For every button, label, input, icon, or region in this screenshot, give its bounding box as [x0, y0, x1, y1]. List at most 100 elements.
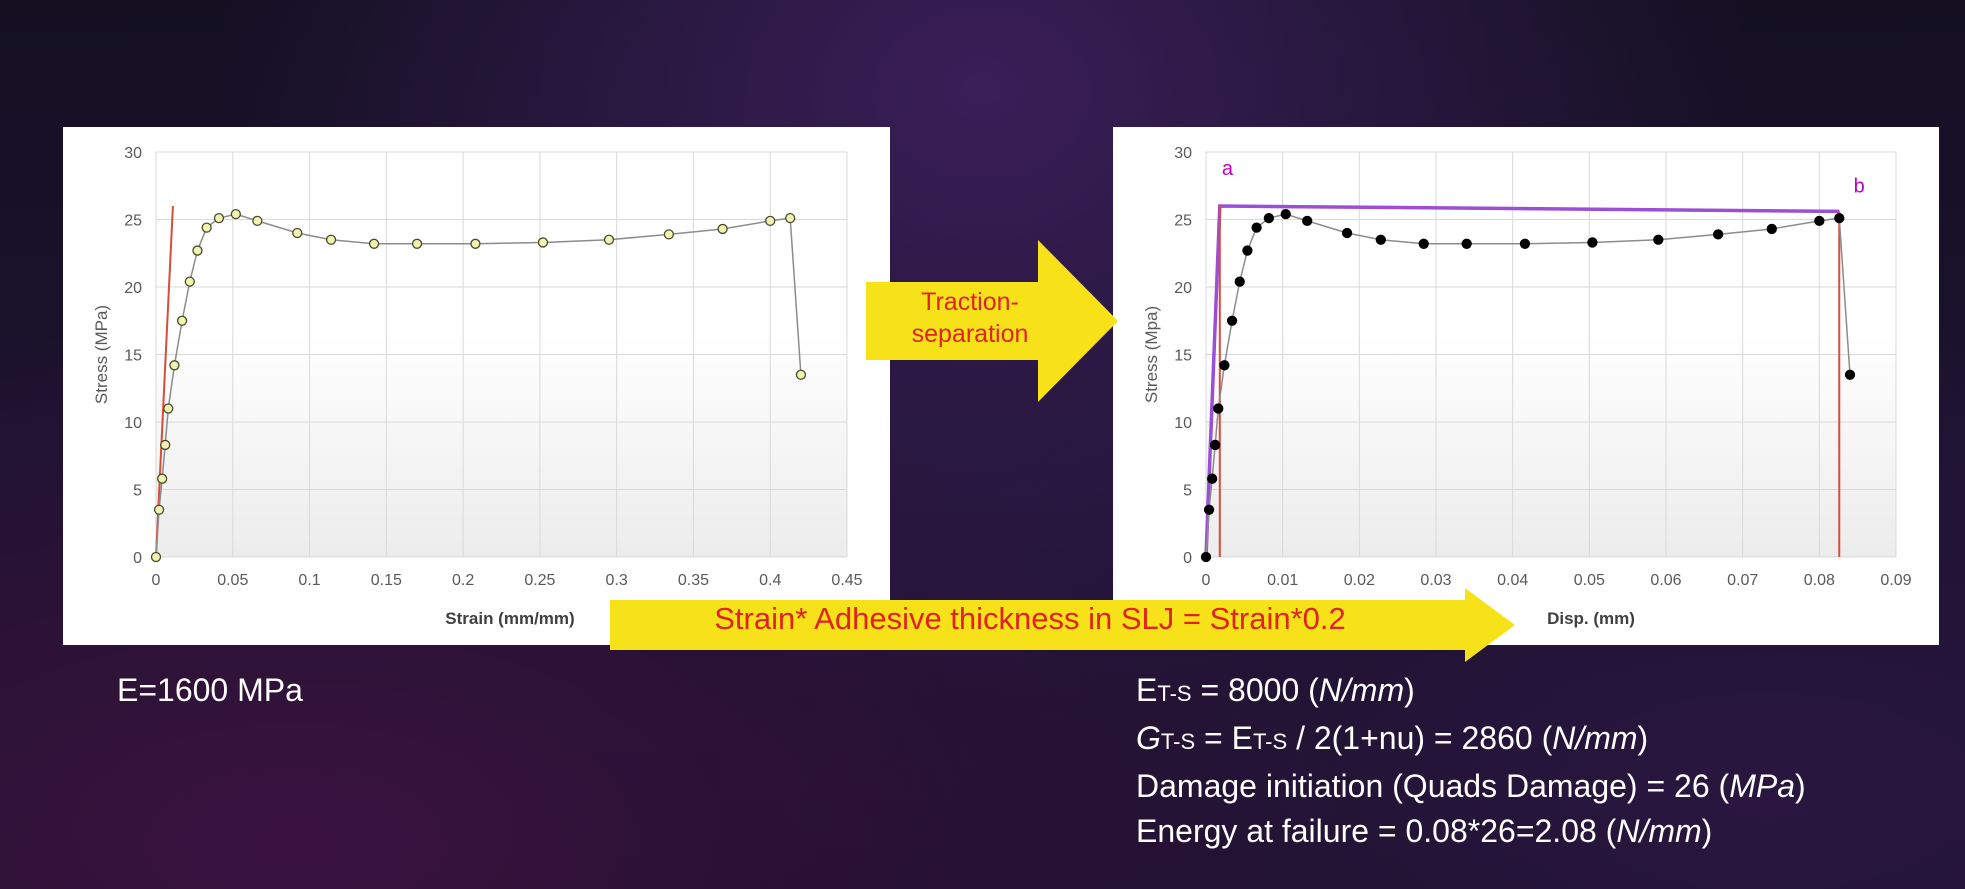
x-axis-title: Disp. (mm): [1547, 609, 1635, 628]
energy-end: ): [1701, 813, 1713, 849]
y-tick-label: 10: [1174, 415, 1192, 432]
data-point: [153, 504, 165, 515]
data-point: [1242, 245, 1253, 256]
ts-subscript: T-S: [1157, 681, 1192, 706]
data-point: [603, 234, 615, 245]
g-symbol: G: [1136, 720, 1161, 756]
y-axis-title: Stress (MPa): [92, 305, 111, 404]
data-point: [795, 369, 807, 380]
energy-text: Energy at failure = 0.08*26=2.08 (: [1136, 813, 1617, 849]
data-point: [169, 360, 180, 371]
data-point: [1203, 504, 1215, 515]
data-point: [717, 223, 728, 235]
data-point: [252, 215, 263, 226]
shear-unit: N/mm: [1552, 720, 1638, 756]
data-point: [1219, 360, 1230, 371]
traction-label-line1: Traction-: [921, 288, 1019, 316]
data-point: [1418, 238, 1429, 249]
y-tick-label: 25: [124, 213, 142, 230]
x-tick-label: 0.3: [606, 572, 628, 589]
data-point: [1206, 473, 1218, 484]
damage-row: Damage initiation (Quads Damage) = 26 (M…: [1136, 764, 1806, 809]
ts-subscript: T-S: [1160, 729, 1196, 754]
stiffness-row: ET-S = 8000 (N/mm): [1136, 668, 1806, 716]
ts-subscript: T-S: [1252, 729, 1288, 754]
modulus-note: E=1600 MPa: [117, 672, 303, 708]
data-point: [156, 473, 168, 484]
data-point: [201, 222, 212, 233]
data-point: [1200, 551, 1212, 563]
data-point: [1519, 238, 1531, 249]
data-point: [1375, 234, 1386, 245]
shear-end: ): [1637, 720, 1649, 756]
shear-value: / 2(1+nu) = 2860 (: [1287, 720, 1553, 756]
x-tick-label: 0.35: [678, 572, 709, 589]
y-tick-label: 20: [1174, 280, 1192, 297]
damage-unit: MPa: [1729, 768, 1795, 804]
y-tick-label: 25: [1174, 213, 1192, 230]
energy-row: Energy at failure = 0.08*26=2.08 (N/mm): [1136, 809, 1806, 854]
stiffness-end: ): [1404, 672, 1415, 708]
e-symbol: E: [1136, 672, 1158, 708]
x-tick-label: 0.02: [1344, 572, 1375, 589]
stiffness-value: = 8000 (: [1191, 672, 1319, 708]
y-axis-title: Stress (Mpa): [1142, 306, 1161, 403]
data-point: [1234, 276, 1245, 287]
x-tick-label: 0.08: [1804, 572, 1835, 589]
x-tick-label: 0: [1202, 572, 1211, 589]
reference-line: [155, 205, 174, 558]
x-tick-label: 0.04: [1497, 572, 1528, 589]
data-point: [192, 245, 203, 256]
x-tick-label: 0.09: [1880, 572, 1911, 589]
data-point: [411, 238, 423, 249]
data-point: [537, 237, 549, 248]
data-point: [368, 238, 380, 249]
strain-conversion-arrow: [610, 588, 1515, 662]
data-point: [1653, 234, 1664, 245]
x-tick-label: 0.1: [298, 572, 320, 589]
data-point: [1302, 215, 1313, 226]
data-point: [1213, 403, 1224, 414]
data-point: [1210, 439, 1221, 451]
x-axis-title: Strain (mm/mm): [445, 609, 574, 628]
arrow-shape: [610, 588, 1515, 662]
stiffness-unit: N/mm: [1318, 672, 1405, 708]
data-point: [663, 229, 675, 240]
x-tick-label: 0.05: [217, 572, 248, 589]
data-point: [470, 238, 481, 249]
data-point: [1834, 213, 1845, 224]
x-tick-label: 0.2: [452, 572, 474, 589]
y-tick-label: 15: [1174, 348, 1192, 365]
data-point: [150, 551, 162, 563]
traction-separation-arrow: [866, 240, 1118, 402]
traction-label-line2: separation: [911, 320, 1029, 348]
data-point: [1226, 315, 1238, 326]
data-point: [1814, 215, 1825, 226]
x-tick-label: 0.15: [371, 572, 402, 589]
stress-strain-chart: 0 0.05 0.1 0.15 0.2 0.25 0.3 0.35 0.4 0.45 0 5 10 15 2…: [92, 145, 863, 628]
data-point: [184, 276, 195, 287]
stress-displacement-chart: 0 0.01 0.02 0.03 0.04 0.05 0.06 0.07 0.08 0.09 0 5 1…: [1142, 145, 1912, 628]
data-point: [785, 213, 796, 224]
y-tick-label: 0: [133, 550, 142, 567]
data-point: [213, 213, 225, 224]
y-tick-label: 5: [133, 483, 142, 500]
y-tick-label: 20: [124, 280, 142, 297]
data-point: [1341, 227, 1353, 239]
data-point: [1766, 223, 1777, 235]
traction-separation-label: Traction- separation: [880, 286, 1060, 350]
damage-text: Damage initiation (Quads Damage) = 26 (: [1136, 768, 1730, 804]
x-tick-label: 0.25: [524, 572, 555, 589]
y-tick-label: 30: [124, 145, 142, 162]
left-chart-panel: 0 0.05 0.1 0.15 0.2 0.25 0.3 0.35 0.4 0.45 0 5 10 15 2…: [63, 127, 890, 645]
y-tick-label: 5: [1183, 483, 1192, 500]
y-tick-label: 30: [1174, 145, 1192, 162]
shear-row: GT-S = ET-S / 2(1+nu) = 2860 (N/mm): [1136, 716, 1806, 764]
data-point: [325, 234, 337, 245]
x-tick-label: 0.45: [831, 572, 862, 589]
shear-eq: = E: [1195, 720, 1253, 756]
energy-unit: N/mm: [1616, 813, 1702, 849]
x-tick-label: 0.07: [1727, 572, 1758, 589]
y-tick-label: 10: [124, 415, 142, 432]
x-tick-label: 0.06: [1650, 572, 1681, 589]
